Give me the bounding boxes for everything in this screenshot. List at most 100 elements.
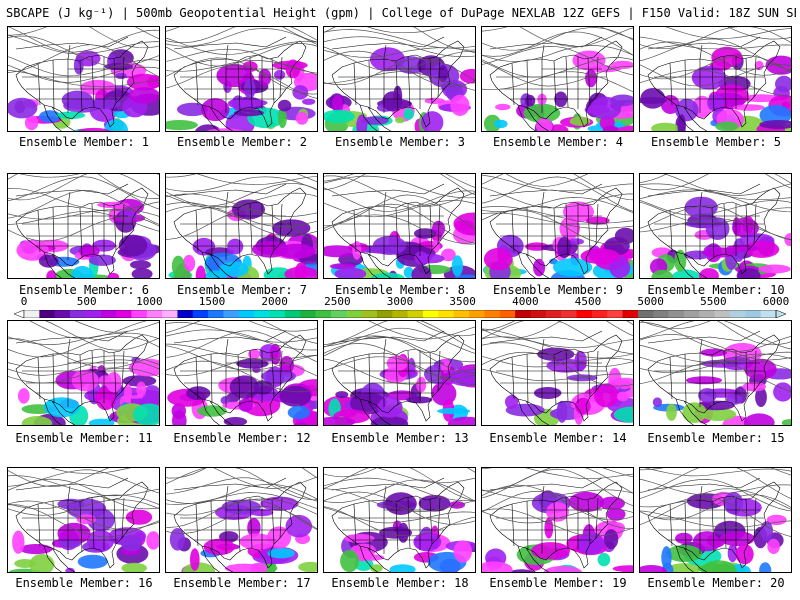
boundary-line [331,183,445,207]
member-label: Ensemble Member: 5 [650,135,782,149]
cape-region [59,539,82,548]
cape-region [533,258,546,277]
cape-region [670,269,702,278]
contour-line [166,492,317,509]
cape-region [675,532,693,544]
height-contours [324,468,475,537]
colorbar-swatch [269,310,286,318]
cape-region [726,244,759,252]
cape-region [585,69,597,88]
contour-line [8,187,159,212]
cape-region [715,121,739,131]
cape-region [597,552,611,567]
cape-region [166,120,198,131]
cape-region [172,410,187,425]
cape-region [120,534,143,552]
map-canvas [166,174,317,278]
boundary-line [173,36,287,60]
colorbar-tick-label: 3500 [449,295,476,308]
contour-line [640,478,791,496]
cape-region [602,125,619,131]
cape-region [128,87,159,104]
cape-region [640,88,666,109]
cape-region [691,65,727,90]
boundary-line [359,398,392,425]
contour-line [324,356,475,386]
contour-line [482,468,633,507]
colorbar-swatch [192,310,209,318]
boundary-line [395,354,399,406]
contour-line [324,175,475,207]
cape-region [726,394,743,405]
cape-shading [18,356,159,425]
boundary-line [526,59,529,110]
cape-region [701,407,737,421]
cape-region [46,270,57,278]
cape-region [651,122,680,131]
map-canvas [8,321,159,425]
contour-line [29,321,147,339]
cape-region [71,369,99,392]
boundary-line [517,398,550,425]
colorbar-tick-label: 1000 [136,295,163,308]
map-canvas [324,321,475,425]
cape-region [128,358,159,377]
boundary-line [526,206,529,257]
cape-region [377,396,403,418]
contour-line [324,214,475,245]
contour-line [324,187,475,212]
cape-region [253,380,273,395]
member-label: Ensemble Member: 4 [492,135,624,149]
contour-line [8,56,159,77]
ensemble-member-map [323,320,476,426]
cape-region [382,91,403,112]
contour-line [8,475,159,497]
contour-line [482,27,633,51]
boundary-line [711,60,715,112]
cape-region [39,110,61,123]
cape-shading [483,50,633,131]
cape-region [216,63,253,88]
member-label: Ensemble Member: 10 [647,283,785,297]
cape-region [386,355,408,372]
contour-line [166,28,317,47]
cape-region [115,72,127,80]
cape-region [18,388,30,404]
map-canvas [482,27,633,131]
contour-line [640,201,791,224]
boundary-line [553,60,557,112]
geographic-boundaries [173,36,307,131]
contour-line [324,468,475,478]
colorbar-swatch [576,310,593,318]
boundary-line [675,104,708,131]
boundary-line [745,351,749,398]
boundary-line [37,356,41,400]
cape-region [171,255,185,277]
member-label: Ensemble Member: 17 [173,576,311,590]
colorbar-swatch [54,310,71,318]
contour-line [166,27,317,43]
cape-region [285,514,313,538]
boundary-line [91,203,95,255]
contour-line [8,44,159,78]
boundary-line [91,497,95,549]
member-label: Ensemble Member: 11 [15,431,153,445]
cape-region [666,403,677,421]
colorbar-swatch [407,310,424,318]
map-canvas [324,468,475,572]
cape-region [221,499,261,515]
contour-line [166,468,317,479]
boundary-line [517,545,550,572]
cape-region [606,507,626,521]
contour-line [8,338,159,369]
boundary-line [669,62,673,106]
cape-region [572,50,606,71]
cape-region [661,546,672,570]
colorbar-tick-label: 5000 [637,295,664,308]
cape-region [453,540,472,563]
contour-line [482,321,633,337]
cape-region [335,391,349,399]
cape-region [73,56,84,75]
cape-region [524,94,536,107]
contour-line [640,55,791,80]
